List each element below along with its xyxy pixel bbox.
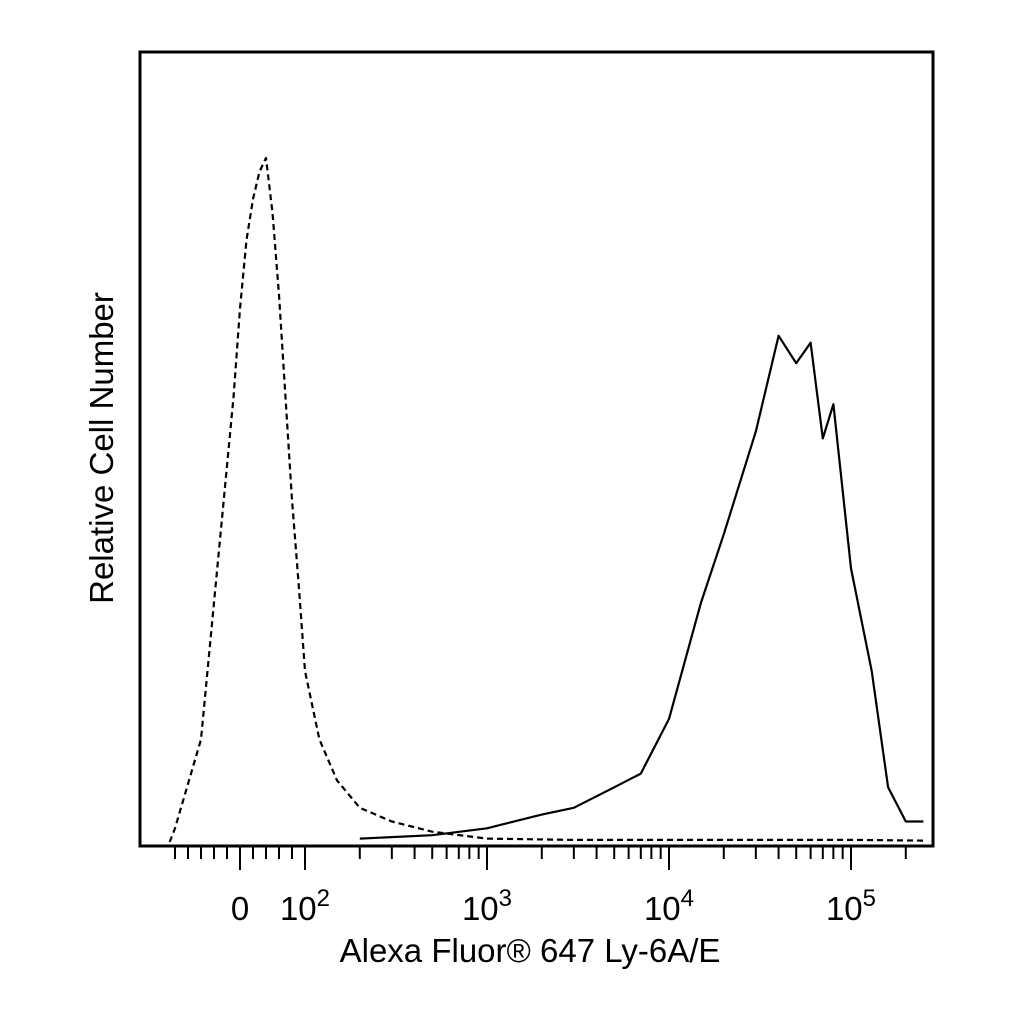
x-tick-label: 102 [280,885,330,927]
x-tick-label: 105 [826,885,876,927]
x-axis-ticks [174,846,907,870]
y-axis-label: Relative Cell Number [83,292,120,604]
x-tick-label: 103 [462,885,512,927]
x-axis-label: Alexa Fluor® 647 Ly-6A/E [340,932,721,969]
control-histogram-line [168,156,924,843]
x-axis-tick-labels: 0 102 103 104 105 [231,885,876,927]
x-tick-label: 0 [231,890,249,927]
histogram-curves [168,156,924,843]
stained-histogram-line [359,334,924,840]
plot-frame [138,50,935,848]
x-tick-label: 104 [644,885,694,927]
